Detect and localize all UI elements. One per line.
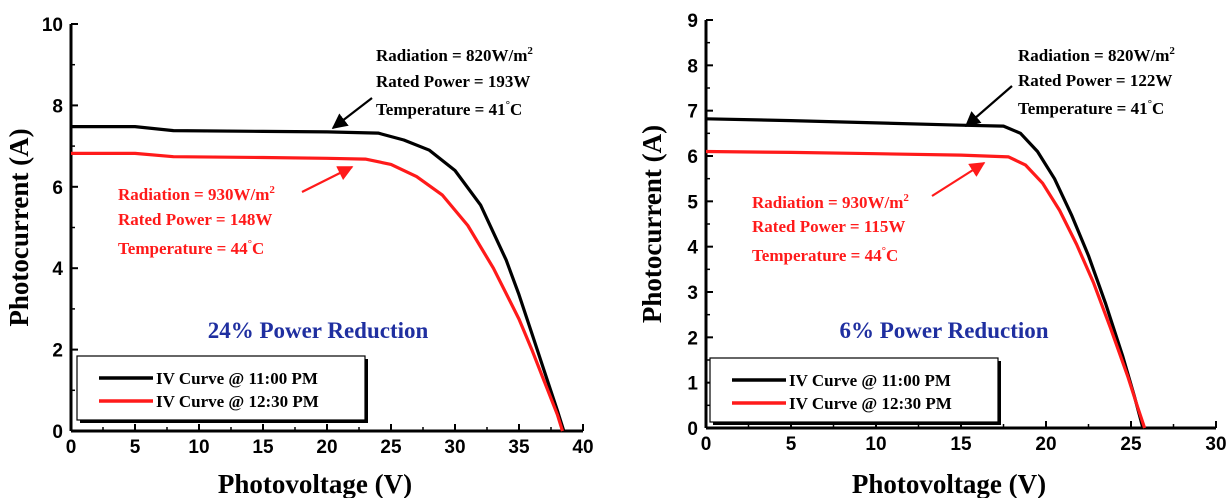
y-tick-label: 0 — [687, 419, 698, 440]
y-tick-label: 9 — [687, 11, 698, 32]
legend-label: IV Curve @ 11:00 PM — [156, 369, 318, 388]
arrow-black — [964, 85, 1013, 128]
y-tick-label: 2 — [52, 341, 63, 362]
annotation-black-power: Rated Power = 122W — [1018, 71, 1172, 90]
y-axis-label: Photocurrent (A) — [637, 125, 667, 323]
y-tick-label: 3 — [687, 283, 698, 304]
x-tick-label: 0 — [66, 437, 77, 458]
series-line-1100 — [71, 124, 566, 432]
y-tick-label: 6 — [52, 178, 63, 199]
x-tick-label: 35 — [508, 437, 530, 458]
y-tick-label: 1 — [687, 374, 698, 395]
annotation-red-temperature: Temperature = 44°C — [752, 245, 898, 265]
annotation-red-radiation: Radiation = 930W/m2 — [118, 184, 275, 204]
y-tick-label: 0 — [52, 422, 63, 443]
x-tick-label: 10 — [865, 434, 886, 455]
legend-label: IV Curve @ 12:30 PM — [156, 392, 319, 411]
y-tick-label: 8 — [52, 96, 63, 117]
legend-label: IV Curve @ 11:00 PM — [789, 371, 951, 390]
annotation-black-radiation: Radiation = 820W/m2 — [376, 45, 533, 65]
x-tick-label: 10 — [188, 437, 209, 458]
x-tick-label: 20 — [1035, 434, 1056, 455]
chart-panel-1: 0 5 10 15 20 25 30 35 40 0 2 4 6 8 10 Photovoltage (V) P… — [4, 15, 594, 499]
annotation-red-temperature: Temperature = 44°C — [118, 238, 264, 258]
annotation-red-power: Rated Power = 115W — [752, 217, 905, 236]
x-axis-label: Photovoltage (V) — [218, 469, 412, 498]
annotation-black-temperature: Temperature = 41°C — [1018, 98, 1164, 118]
y-tick-label: 5 — [687, 192, 698, 213]
annotation-red-power: Rated Power = 148W — [118, 210, 272, 229]
x-tick-label: 25 — [380, 437, 402, 458]
arrow-red — [301, 166, 354, 193]
x-tick-label: 30 — [444, 437, 465, 458]
y-tick-label: 4 — [687, 238, 698, 259]
x-tick-label: 40 — [572, 437, 593, 458]
y-tick-label: 4 — [52, 259, 63, 280]
legend-label: IV Curve @ 12:30 PM — [789, 394, 952, 413]
annotation-black-radiation: Radiation = 820W/m2 — [1018, 45, 1175, 65]
x-tick-label: 5 — [786, 434, 797, 455]
y-axis-label: Photocurrent (A) — [4, 128, 34, 326]
arrow-red — [931, 162, 986, 197]
series-line-1230 — [705, 149, 1147, 429]
y-tick-label: 10 — [42, 15, 63, 36]
x-tick-label: 15 — [950, 434, 972, 455]
y-tick-label: 6 — [687, 147, 698, 168]
series-line-1100 — [705, 117, 1145, 429]
x-axis-label: Photovoltage (V) — [852, 469, 1046, 498]
power-reduction-label: 24% Power Reduction — [208, 318, 429, 343]
x-tick-label: 20 — [316, 437, 337, 458]
legend-box — [709, 357, 999, 423]
y-tick-label: 8 — [687, 56, 698, 77]
power-reduction-label: 6% Power Reduction — [839, 318, 1048, 343]
annotation-black-temperature: Temperature = 41°C — [376, 99, 522, 119]
legend-box — [76, 355, 366, 421]
series-line-1230 — [71, 151, 565, 432]
x-tick-label: 15 — [252, 437, 274, 458]
x-tick-label: 5 — [130, 437, 141, 458]
annotation-black-power: Rated Power = 193W — [376, 72, 530, 91]
y-tick-label: 2 — [687, 328, 698, 349]
chart-panel-2: 0 5 10 15 20 25 30 0 1 2 3 4 5 6 7 8 9 Photovoltage (V) Ph… — [637, 11, 1227, 499]
arrow-black — [331, 97, 373, 129]
annotation-red-radiation: Radiation = 930W/m2 — [752, 192, 909, 212]
x-tick-label: 30 — [1205, 434, 1226, 455]
x-tick-label: 0 — [701, 434, 712, 455]
y-tick-label: 7 — [687, 102, 698, 123]
x-tick-label: 25 — [1120, 434, 1142, 455]
